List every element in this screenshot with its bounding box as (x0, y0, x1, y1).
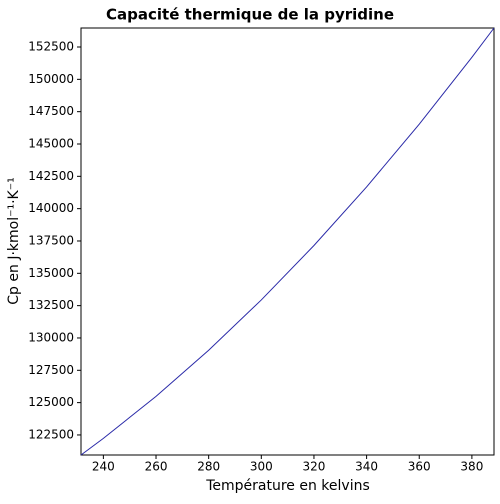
y-axis-label: Cp en J·kmol⁻¹·K⁻¹ (6, 177, 22, 304)
y-tick-label: 137500 (28, 233, 74, 247)
y-tick-label: 147500 (28, 104, 74, 118)
x-axis-label: Température en kelvins (205, 478, 370, 494)
y-tick-label: 135000 (28, 266, 74, 280)
y-tick-label: 127500 (28, 363, 74, 377)
x-tick-label: 340 (355, 460, 378, 474)
x-tick-label: 300 (250, 460, 273, 474)
y-tick-label: 122500 (28, 427, 74, 441)
y-tick-label: 152500 (28, 40, 74, 54)
y-tick-label: 150000 (28, 72, 74, 86)
y-tick-label: 140000 (28, 201, 74, 215)
x-tick-label: 380 (460, 460, 483, 474)
plot-frame (80, 27, 495, 456)
chart-title: Capacité thermique de la pyridine (106, 6, 394, 24)
y-tick-label: 125000 (28, 395, 74, 409)
y-tick-label: 132500 (28, 298, 74, 312)
x-tick-label: 320 (303, 460, 326, 474)
data-line (80, 27, 495, 456)
x-tick-label: 280 (197, 460, 220, 474)
y-tick-label: 142500 (28, 169, 74, 183)
y-tick-label: 145000 (28, 136, 74, 150)
x-tick-label: 360 (408, 460, 431, 474)
x-tick-label: 240 (92, 460, 115, 474)
y-tick-label: 130000 (28, 330, 74, 344)
x-tick-label: 260 (145, 460, 168, 474)
